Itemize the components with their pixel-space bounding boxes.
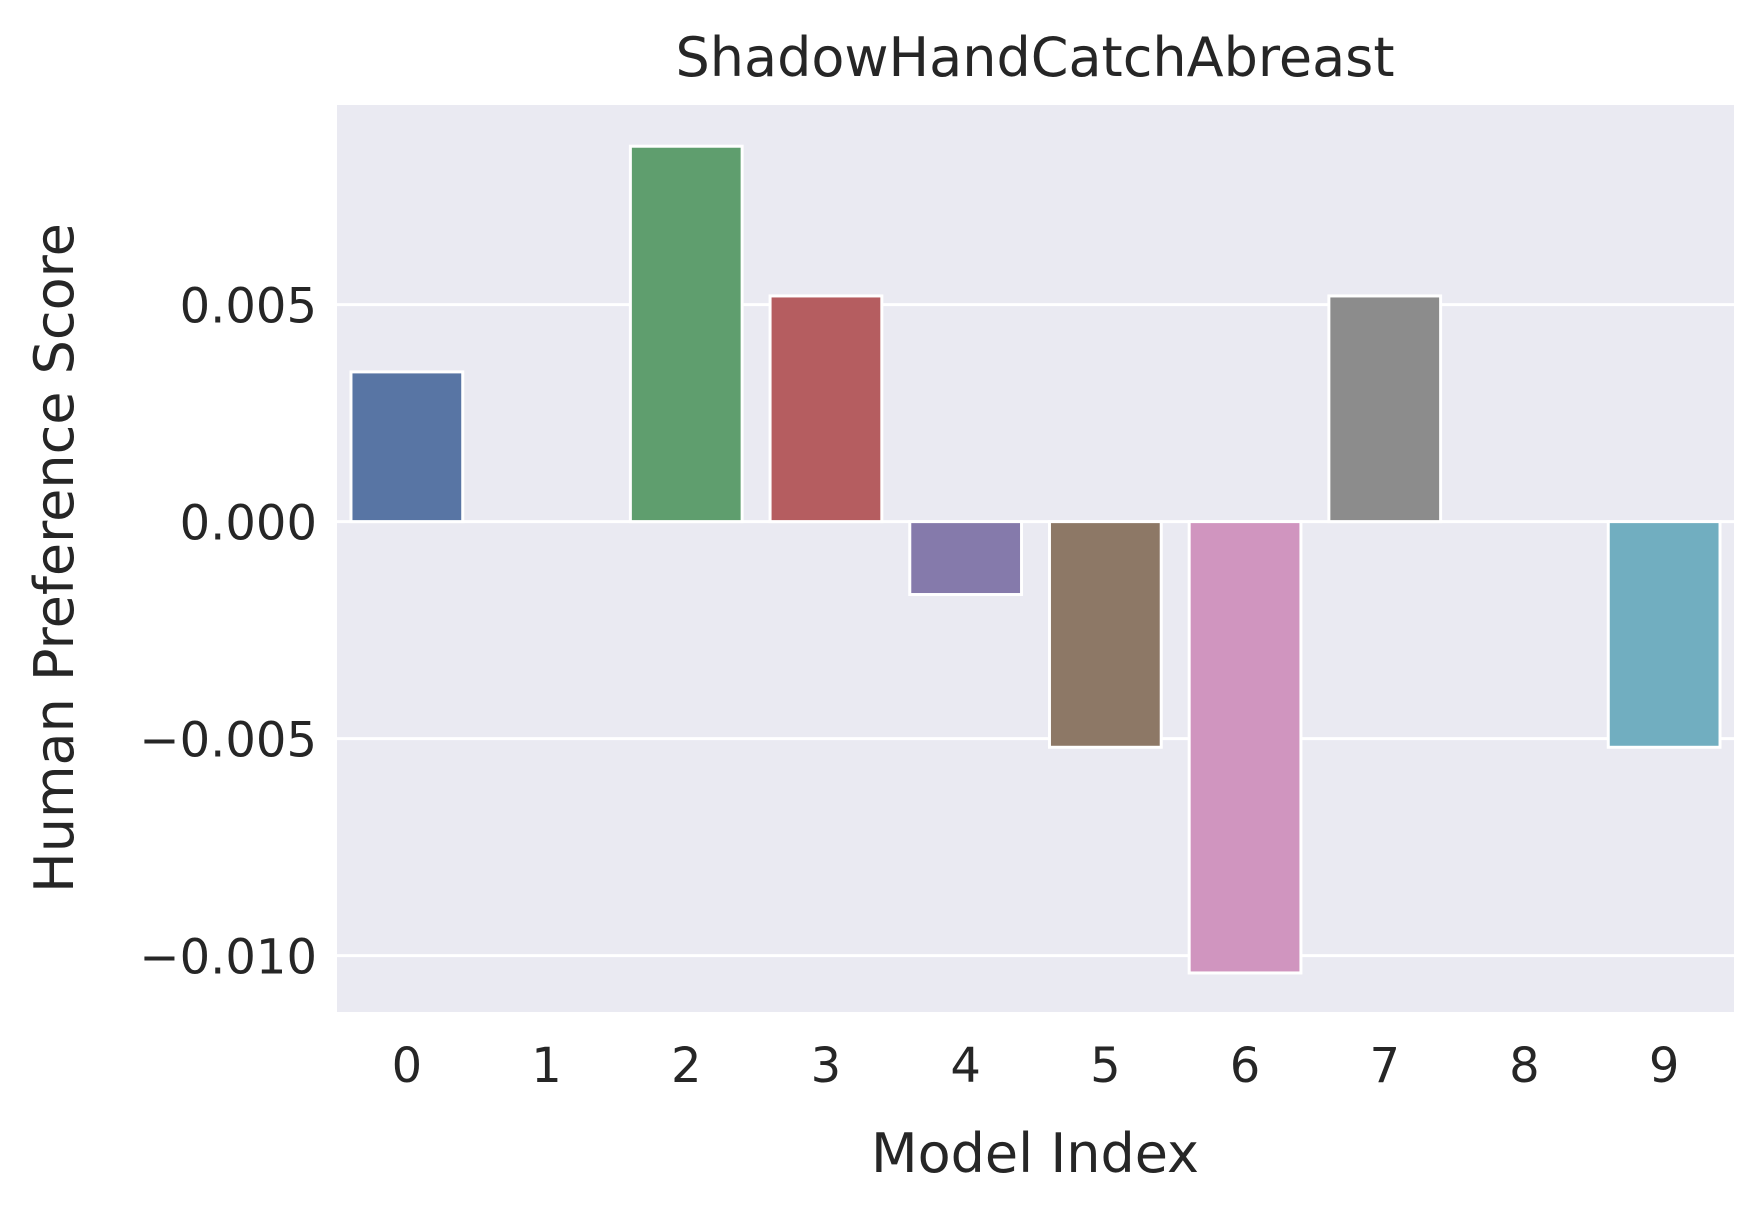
bar-6 <box>1187 520 1303 975</box>
bar-4 <box>908 520 1024 597</box>
x-tick-label: 9 <box>1649 1038 1680 1094</box>
y-tick-label: −0.005 <box>139 713 317 769</box>
x-tick-label: 6 <box>1230 1038 1261 1094</box>
bar-3 <box>768 294 884 524</box>
grid-lines <box>337 303 1734 958</box>
bar-9 <box>1606 520 1722 749</box>
x-tick-label: 5 <box>1090 1038 1121 1094</box>
x-tick-label: 2 <box>671 1038 702 1094</box>
x-tick-label: 1 <box>531 1038 562 1094</box>
y-axis-label: Human Preference Score <box>23 223 86 893</box>
x-axis-label: Model Index <box>871 1122 1199 1185</box>
bar-2 <box>628 144 744 524</box>
y-tick-label: 0.005 <box>180 279 317 335</box>
y-tick-labels: −0.010 −0.005 0.000 0.005 <box>139 279 317 986</box>
y-tick-label: 0.000 <box>180 496 317 552</box>
x-tick-labels: 0 1 2 3 4 5 6 7 8 9 <box>392 1038 1680 1094</box>
x-tick-label: 8 <box>1509 1038 1540 1094</box>
bars <box>349 144 1722 975</box>
plot-area-background <box>337 105 1734 1012</box>
x-tick-label: 7 <box>1369 1038 1400 1094</box>
bar-5 <box>1047 520 1163 749</box>
x-tick-label: 4 <box>950 1038 981 1094</box>
x-tick-label: 3 <box>811 1038 842 1094</box>
x-tick-label: 0 <box>392 1038 423 1094</box>
bar-0 <box>349 370 465 524</box>
y-tick-label: −0.010 <box>139 930 317 986</box>
bar-7 <box>1327 294 1443 524</box>
chart-title: ShadowHandCatchAbreast <box>675 26 1394 89</box>
